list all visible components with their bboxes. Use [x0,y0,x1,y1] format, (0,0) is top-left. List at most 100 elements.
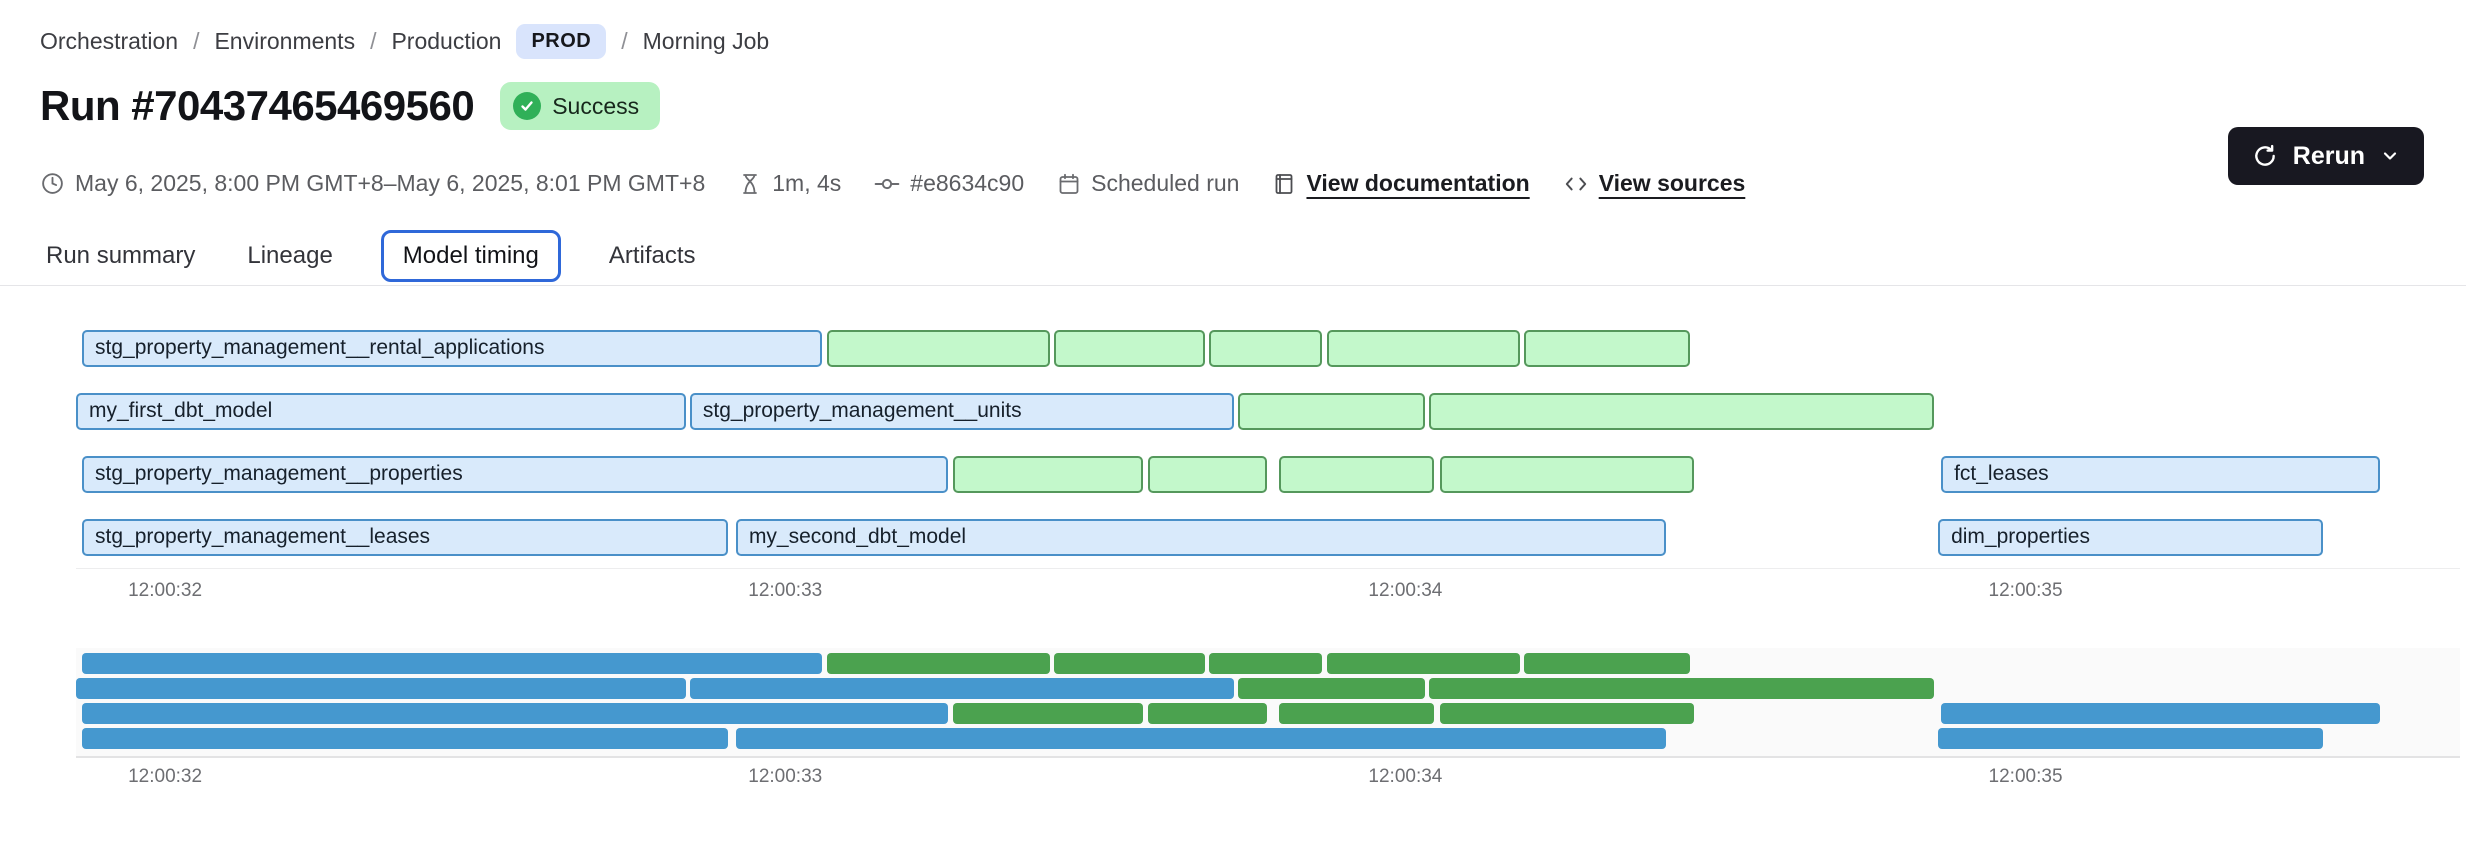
minimap-bar [1941,703,2381,724]
hourglass-icon [738,172,762,196]
page-title: Run #70437465469560 [40,82,475,129]
test-bar[interactable] [953,456,1143,493]
minimap-bar [735,728,1666,749]
gantt-row: stg_property_management__rental_applicat… [76,330,2390,367]
run-trigger-label: Scheduled run [1091,170,1240,196]
minimap-bar [1326,653,1520,674]
model-bar[interactable]: stg_property_management__units [689,393,1234,430]
time-axis: 12:00:32 12:00:33 12:00:34 12:00:35 [76,580,2390,606]
timeline-minimap-brush[interactable] [76,648,2460,758]
bar-label: stg_property_management__leases [95,525,431,548]
breadcrumb-item-orchestration[interactable]: Orchestration [40,28,179,54]
minimap-row [76,703,2390,724]
run-trigger: Scheduled run [1057,170,1239,197]
minimap-bar [1053,653,1205,674]
clock-icon [40,171,65,196]
status-badge: Success [500,82,661,130]
breadcrumb-separator: / [370,28,377,54]
breadcrumb-separator: / [621,28,628,54]
minimap-bars-layer [76,648,2390,756]
minimap-bar [826,653,1050,674]
breadcrumb-separator: / [193,28,200,54]
view-sources-link[interactable]: View sources [1598,170,1746,196]
minimap-time-tick: 12:00:35 [1988,766,2063,787]
time-tick: 12:00:35 [1988,580,2063,601]
minimap-time-axis: 12:00:32 12:00:33 12:00:34 12:00:35 [76,766,2390,792]
bar-label: my_first_dbt_model [89,399,273,422]
bar-label: stg_property_management__units [702,399,1022,422]
test-bar[interactable] [1148,456,1267,493]
minimap-bar [1148,703,1267,724]
test-bar[interactable] [1279,456,1435,493]
view-documentation[interactable]: View documentation [1272,170,1530,197]
model-bar[interactable]: stg_property_management__properties [82,456,948,493]
chevron-down-icon [2380,146,2400,166]
minimap-bar [76,678,686,699]
run-time-range-label: May 6, 2025, 8:00 PM GMT+8–May 6, 2025, … [75,170,706,196]
minimap-row [76,728,2390,749]
minimap-bar [1938,728,2324,749]
breadcrumb-item-morning-job[interactable]: Morning Job [642,28,770,54]
environment-badge: PROD [516,24,607,59]
test-bar[interactable] [1524,330,1690,367]
commit-icon [874,171,900,197]
minimap-bar [1524,653,1690,674]
model-bar[interactable]: my_first_dbt_model [76,393,686,430]
time-tick: 12:00:32 [128,580,203,601]
minimap-bar [953,703,1143,724]
tab-run-summary[interactable]: Run summary [46,241,196,269]
test-bar[interactable] [1208,330,1322,367]
test-bar[interactable] [1053,330,1205,367]
model-bar[interactable]: stg_property_management__leases [82,519,729,556]
rerun-button[interactable]: Rerun [2227,127,2424,185]
tab-artifacts[interactable]: Artifacts [608,241,696,269]
test-bar[interactable] [1238,393,1426,430]
breadcrumb: Orchestration / Environments / Productio… [40,24,769,59]
status-badge-label: Success [552,92,640,119]
time-tick: 12:00:33 [748,580,823,601]
minimap-bar [82,653,823,674]
bar-label: dim_properties [1951,525,2090,548]
check-icon [513,92,542,120]
model-timing-chart: stg_property_management__rental_applicat… [76,318,2460,569]
minimap-bar [1238,678,1426,699]
minimap-row [76,678,2390,699]
minimap-bar [1279,703,1435,724]
bar-label: my_second_dbt_model [748,525,967,548]
gantt-row: my_first_dbt_model stg_property_managemen… [76,393,2390,430]
model-bar[interactable]: dim_properties [1938,519,2324,556]
test-bar[interactable] [826,330,1050,367]
run-meta-row: May 6, 2025, 8:00 PM GMT+8–May 6, 2025, … [40,170,1745,197]
time-tick: 12:00:34 [1368,580,1443,601]
tab-lineage[interactable]: Lineage [247,241,333,269]
breadcrumb-item-environments[interactable]: Environments [214,28,356,54]
minimap-bar [1208,653,1322,674]
breadcrumb-item-production[interactable]: Production [391,28,502,54]
minimap-time-tick: 12:00:32 [128,766,203,787]
test-bar[interactable] [1326,330,1520,367]
test-bar[interactable] [1428,393,1934,430]
bar-label: fct_leases [1954,462,2049,485]
model-bar[interactable]: fct_leases [1941,456,2381,493]
model-bar[interactable]: my_second_dbt_model [735,519,1666,556]
bar-label: stg_property_management__properties [95,462,463,485]
minimap-bar [82,728,729,749]
minimap-time-tick: 12:00:33 [748,766,823,787]
model-bar[interactable]: stg_property_management__rental_applicat… [82,330,823,367]
minimap-time-tick: 12:00:34 [1368,766,1443,787]
view-documentation-link[interactable]: View documentation [1306,170,1530,196]
minimap-row [76,653,2390,674]
run-duration: 1m, 4s [738,170,841,197]
rerun-button-label: Rerun [2292,141,2365,170]
minimap-bar [1440,703,1695,724]
tab-model-timing[interactable]: Model timing [380,229,561,282]
book-icon [1272,172,1296,196]
commit-hash-label: #e8634c90 [910,170,1025,196]
view-sources[interactable]: View sources [1563,170,1746,197]
gantt-row: stg_property_management__leases my_second… [76,519,2390,556]
gantt-bars-layer: stg_property_management__rental_applicat… [76,318,2390,568]
refresh-icon [2252,143,2278,169]
minimap-bar [689,678,1234,699]
test-bar[interactable] [1440,456,1695,493]
